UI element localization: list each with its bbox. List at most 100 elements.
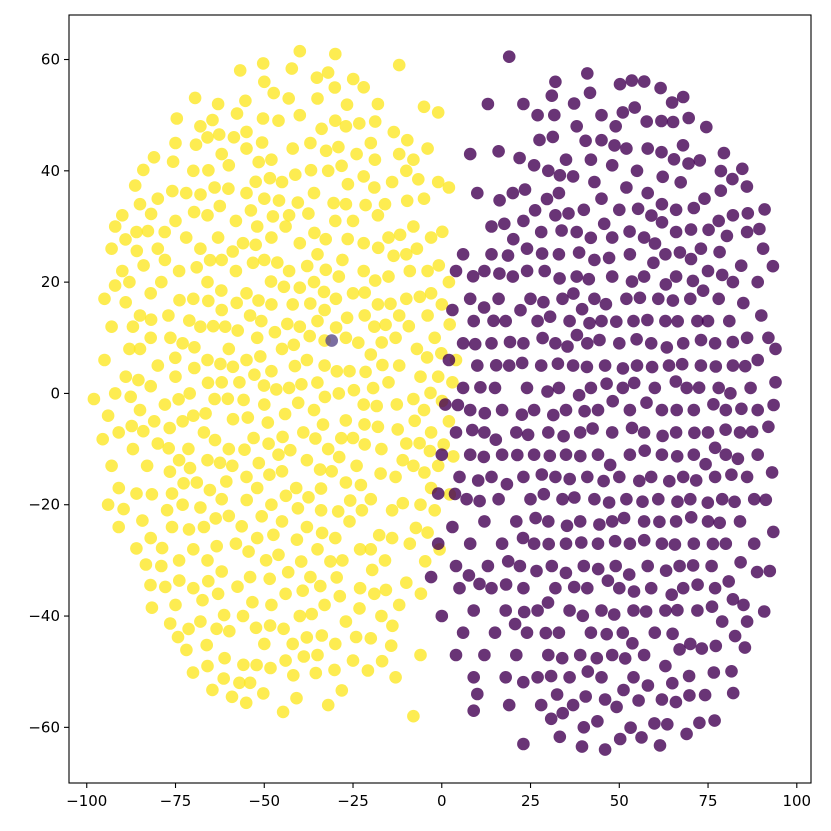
scatter-point (623, 537, 637, 550)
scatter-point (248, 368, 261, 382)
scatter-point (442, 353, 456, 367)
scatter-point (467, 671, 481, 684)
scatter-point (275, 175, 289, 189)
scatter-point (456, 248, 470, 261)
scatter-point (740, 225, 754, 239)
scatter-point (591, 403, 605, 417)
scatter-point (176, 337, 189, 350)
scatter-point (197, 520, 211, 534)
scatter-point (478, 515, 491, 528)
scatter-point (258, 398, 271, 411)
scatter-point (719, 448, 733, 462)
scatter-point (572, 246, 586, 259)
scatter-point (350, 147, 363, 161)
scatter-point (605, 270, 619, 283)
scatter-point (282, 381, 296, 395)
scatter-point (206, 319, 220, 333)
scatter-point (276, 430, 289, 444)
scatter-point (712, 292, 725, 306)
scatter-point (177, 477, 190, 490)
scatter-point (328, 663, 341, 677)
scatter-point (428, 331, 442, 345)
scatter-point (264, 275, 278, 288)
scatter-point (188, 341, 201, 354)
scatter-point (557, 429, 570, 443)
scatter-point (176, 498, 189, 512)
scatter-point (371, 420, 385, 434)
scatter-point (567, 580, 581, 594)
scatter-point (281, 317, 294, 331)
scatter-point (413, 290, 427, 304)
scatter-point (144, 207, 158, 221)
scatter-point (267, 528, 280, 542)
scatter-point (117, 502, 130, 516)
scatter-point (583, 316, 596, 330)
scatter-point (108, 220, 122, 233)
scatter-point (670, 450, 684, 463)
scatter-point (171, 630, 185, 644)
scatter-point (686, 559, 700, 572)
scatter-point (652, 292, 665, 306)
scatter-point (353, 117, 366, 130)
scatter-point (460, 492, 473, 506)
scatter-point (644, 581, 658, 595)
scatter-point (717, 146, 731, 160)
y-tick-label: −40 (28, 607, 60, 625)
scatter-point (478, 264, 491, 278)
scatter-point (719, 403, 733, 417)
scatter-point (563, 472, 576, 486)
scatter-point (144, 578, 157, 592)
scatter-point (201, 376, 215, 390)
scatter-point (551, 357, 565, 371)
scatter-point (705, 559, 718, 573)
scatter-point (545, 89, 559, 102)
scatter-point (700, 120, 713, 134)
scatter-point (417, 403, 431, 417)
scatter-point (624, 721, 637, 734)
scatter-point (187, 164, 200, 178)
scatter-point (289, 481, 303, 495)
scatter-point (682, 111, 695, 125)
scatter-point (633, 291, 647, 305)
scatter-point (520, 242, 534, 255)
scatter-point (559, 153, 573, 166)
scatter-point (489, 433, 503, 447)
scatter-point (163, 465, 177, 479)
scatter-point (417, 100, 431, 114)
y-tick-label: 20 (41, 273, 60, 291)
scatter-point (407, 392, 420, 406)
scatter-point (449, 264, 463, 278)
scatter-point (287, 338, 301, 352)
scatter-point (517, 337, 530, 350)
scatter-point (588, 253, 601, 267)
scatter-point (414, 370, 427, 384)
scatter-point (627, 376, 641, 390)
scatter-point (676, 470, 690, 484)
scatter-point (215, 565, 228, 578)
scatter-point (144, 531, 157, 545)
scatter-point (577, 721, 591, 734)
scatter-point (346, 654, 360, 667)
scatter-point (339, 414, 353, 427)
scatter-point (485, 248, 498, 261)
scatter-point (358, 286, 372, 299)
scatter-point (560, 519, 574, 533)
scatter-point (371, 241, 385, 255)
scatter-point (243, 676, 257, 690)
scatter-point (357, 81, 371, 94)
scatter-point (636, 495, 649, 509)
scatter-point (201, 209, 214, 222)
scatter-point (112, 426, 125, 439)
scatter-point (613, 470, 626, 484)
scatter-point (707, 666, 721, 679)
scatter-point (392, 309, 406, 322)
scatter-point (282, 209, 296, 222)
scatter-point (199, 407, 212, 420)
scatter-point (687, 403, 701, 417)
scatter-point (288, 359, 302, 373)
scatter-point (287, 669, 300, 682)
scatter-point (332, 270, 346, 283)
scatter-point (527, 403, 541, 417)
scatter-point (534, 359, 548, 372)
scatter-point (687, 448, 701, 462)
